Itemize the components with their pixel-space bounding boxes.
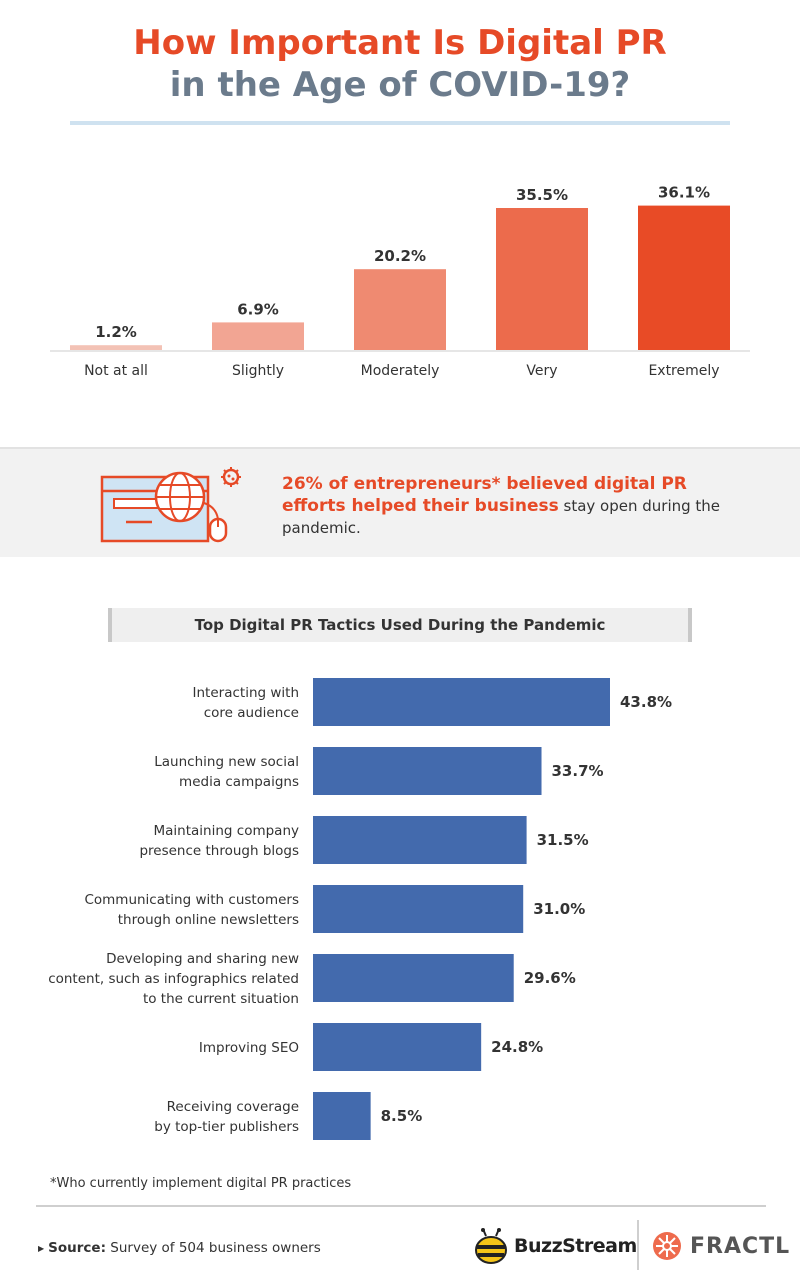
callout-banner: 26% of entrepreneurs* believed digital P…: [0, 447, 800, 557]
callout-text: 26% of entrepreneurs* believed digital P…: [282, 473, 722, 539]
data-label: 6.9%: [237, 300, 279, 318]
bar: [313, 747, 542, 795]
chart-title: How Important Is Digital PR in the Age o…: [0, 22, 800, 106]
callout-highlight: 26% of entrepreneurs* believed digital P…: [282, 474, 687, 516]
data-label: 29.6%: [524, 969, 576, 987]
bar: [313, 678, 610, 726]
data-label: 8.5%: [381, 1107, 423, 1125]
category-label: Improving SEO: [199, 1040, 299, 1056]
fractl-logo-text: FRACTL: [690, 1233, 791, 1259]
category-label: Not at all: [84, 363, 148, 379]
title-divider: [70, 121, 730, 125]
category-label: Launching new social media campaigns: [154, 754, 299, 790]
bar: [70, 345, 162, 350]
data-label: 33.7%: [552, 762, 604, 780]
data-label: 43.8%: [620, 693, 672, 711]
buzzstream-logo: BuzzStream: [474, 1226, 637, 1266]
bar: [313, 816, 527, 864]
data-label: 20.2%: [374, 247, 426, 265]
bar: [212, 322, 304, 350]
triangle-bullet-icon: ▶: [38, 1243, 45, 1253]
category-label: Maintaining company presence through blog…: [139, 823, 299, 859]
footnote: *Who currently implement digital PR prac…: [50, 1176, 352, 1191]
buzzstream-logo-text: BuzzStream: [514, 1235, 637, 1257]
footer-divider: [36, 1205, 766, 1207]
bar: [313, 954, 514, 1002]
category-label: Receiving coverage by top-tier publishers: [154, 1099, 299, 1135]
fractl-snowflake-icon: [653, 1232, 681, 1260]
bar: [313, 1092, 371, 1140]
bar: [313, 885, 524, 933]
data-label: 31.5%: [537, 831, 589, 849]
callout-rest: stay open during the pandemic.: [282, 497, 721, 537]
data-label: 36.1%: [658, 184, 710, 202]
data-label: 1.2%: [95, 323, 137, 341]
title-line-1: How Important Is Digital PR: [133, 23, 667, 63]
bar: [313, 1023, 482, 1071]
bar: [354, 269, 446, 350]
source-note: ▶ Source: Survey of 504 business owners: [38, 1240, 321, 1256]
bee-icon: [475, 1228, 507, 1264]
bar: [638, 205, 730, 350]
category-label: Moderately: [361, 363, 440, 379]
source-text: Survey of 504 business owners: [105, 1240, 321, 1256]
category-label: Interacting with core audience: [193, 685, 299, 721]
data-label: 31.0%: [533, 900, 585, 918]
logo-divider: [637, 1220, 639, 1270]
category-label: Very: [526, 363, 557, 379]
category-label: Communicating with customers through onli…: [84, 892, 299, 928]
tactics-bar-chart: 43.8% Interacting with core audience 33.7% L…: [48, 678, 672, 1140]
data-label: 35.5%: [516, 186, 568, 204]
bar: [496, 208, 588, 350]
x-axis-line: [50, 350, 750, 352]
tactics-chart-title: Top Digital PR Tactics Used During the P…: [108, 608, 692, 642]
category-label: Slightly: [232, 363, 284, 379]
title-line-2: in the Age of COVID-19?: [169, 65, 631, 105]
importance-bar-chart: 1.2% Not at all 6.9% Slightly 20.2% Moderatel…: [50, 184, 750, 379]
category-label: Developing and sharing new content, such …: [48, 951, 299, 1007]
data-label: 24.8%: [491, 1038, 543, 1056]
category-label: Extremely: [648, 363, 719, 379]
source-label: Source:: [48, 1240, 106, 1256]
fractl-logo: FRACTL: [652, 1228, 790, 1264]
browser-globe-icon: [100, 467, 241, 543]
